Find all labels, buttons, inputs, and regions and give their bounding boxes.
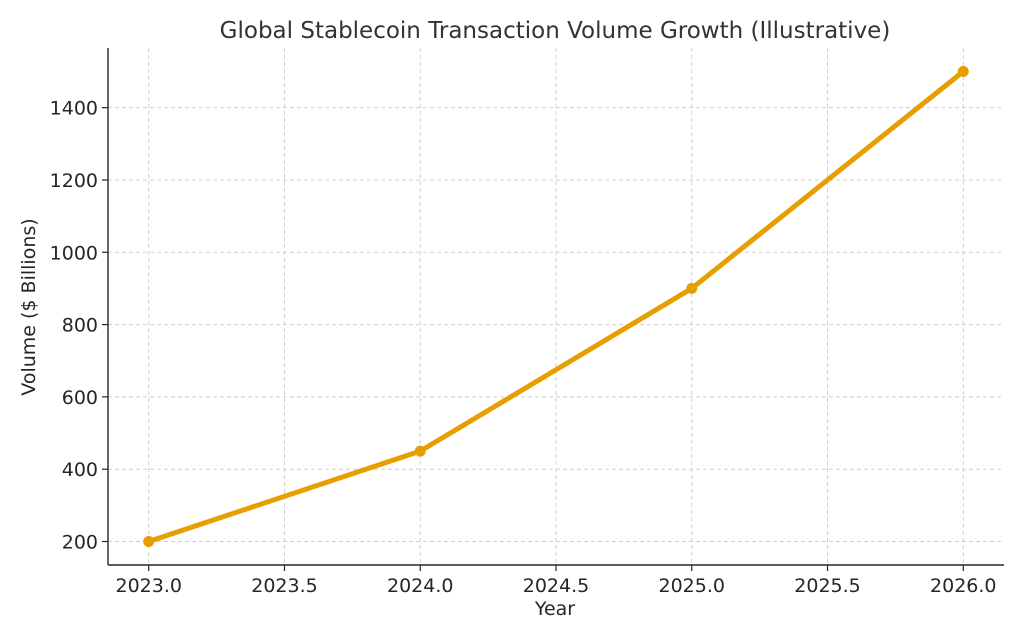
data-point	[143, 536, 155, 547]
y-tick-label: 200	[62, 532, 98, 554]
y-tick-label: 1400	[50, 98, 98, 120]
y-axis-label: Volume ($ Billions)	[18, 218, 40, 395]
y-tick-label: 400	[62, 459, 98, 481]
y-tick-label: 1000	[50, 242, 98, 264]
x-tick-label: 2023.0	[115, 575, 181, 597]
data-point	[414, 445, 426, 457]
series-line	[146, 69, 966, 544]
x-tick-label: 2025.0	[659, 575, 725, 597]
x-tick-label: 2025.5	[794, 575, 860, 597]
x-tick-label: 2024.5	[523, 575, 589, 597]
series	[143, 66, 969, 547]
data-point	[957, 66, 969, 77]
x-tick-label: 2024.0	[387, 575, 453, 597]
data-point	[686, 282, 698, 294]
x-tick-label: 2026.0	[930, 575, 996, 597]
y-tick-label: 600	[62, 387, 98, 409]
x-tick-label: 2023.5	[251, 575, 317, 597]
y-tick-label: 1200	[50, 170, 98, 192]
y-tick-label: 800	[62, 315, 98, 337]
grid	[108, 48, 1004, 565]
ticks: 2023.0 2023.5 2024.0 2024.5 2025.0 2025.5 2026…	[50, 98, 997, 597]
x-axis-label: Year	[534, 598, 575, 620]
chart-title: Global Stablecoin Transaction Volume Gro…	[220, 18, 891, 44]
